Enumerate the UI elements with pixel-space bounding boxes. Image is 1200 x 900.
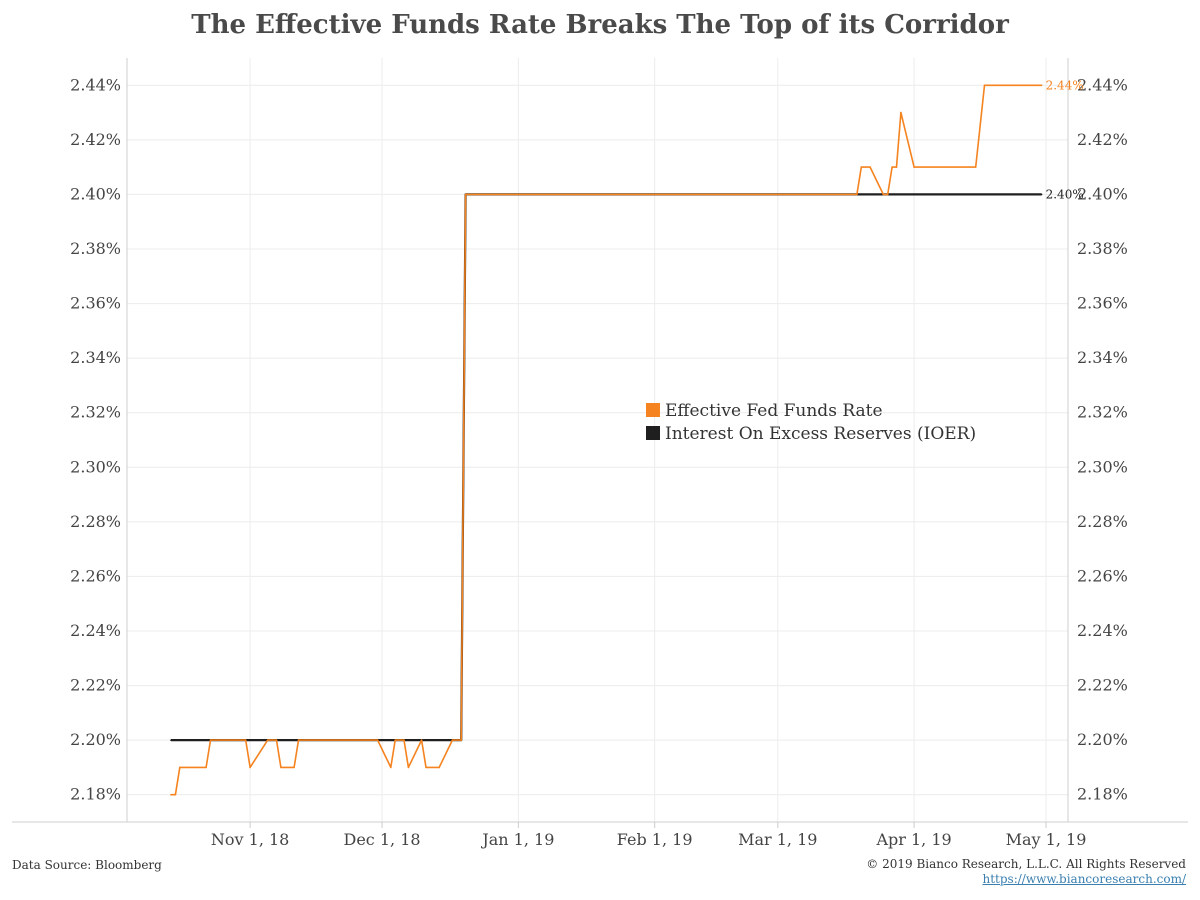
data-point-ioer bbox=[170, 739, 172, 741]
gridlines bbox=[127, 58, 1068, 822]
series-lines bbox=[170, 84, 1043, 796]
data-point-effr bbox=[407, 766, 410, 769]
y-tick-label-right: 2.28% bbox=[1077, 512, 1128, 531]
y-tick-label-left: 2.42% bbox=[70, 130, 121, 149]
legend: Effective Fed Funds Rate Interest On Exc… bbox=[646, 401, 976, 444]
data-point-effr bbox=[420, 739, 423, 741]
y-tick-label-left: 2.32% bbox=[70, 403, 121, 422]
x-tick-label: Jan 1, 19 bbox=[480, 830, 554, 849]
y-tick-label-right: 2.18% bbox=[1077, 785, 1128, 804]
y-tick-label-left: 2.38% bbox=[70, 239, 121, 258]
y-tick-label-right: 2.38% bbox=[1077, 239, 1128, 258]
y-axis-right-ticks: 2.18% 2.20% 2.22% 2.24% 2.26% 2.28% 2.30% 2.32%… bbox=[1077, 75, 1128, 803]
y-tick-label-left: 2.24% bbox=[70, 621, 121, 640]
website-link[interactable]: https://www.biancoresearch.com/ bbox=[982, 872, 1186, 886]
data-point-effr bbox=[266, 739, 269, 741]
y-tick-label-right: 2.22% bbox=[1077, 676, 1128, 695]
data-point-effr bbox=[376, 739, 379, 741]
y-tick-label-left: 2.36% bbox=[70, 294, 121, 313]
x-tick-label: Apr 1, 19 bbox=[875, 830, 951, 849]
x-tick-label: Nov 1, 18 bbox=[211, 830, 289, 849]
y-tick-label-right: 2.30% bbox=[1077, 457, 1128, 476]
data-point-effr bbox=[860, 166, 863, 168]
data-point-effr bbox=[280, 766, 282, 769]
source-note: Data Source: Bloomberg bbox=[12, 858, 162, 872]
data-point-effr bbox=[390, 766, 392, 769]
y-tick-label-left: 2.34% bbox=[70, 348, 121, 367]
data-point-effr bbox=[856, 193, 858, 196]
data-point-effr bbox=[178, 766, 181, 769]
data-point-effr bbox=[464, 193, 467, 196]
legend-swatch-ioer bbox=[646, 426, 660, 440]
data-point-effr bbox=[983, 84, 986, 87]
data-point-effr bbox=[293, 766, 295, 769]
data-point-effr bbox=[275, 739, 278, 741]
y-tick-label-right: 2.34% bbox=[1077, 348, 1128, 367]
data-point-effr bbox=[244, 739, 247, 741]
x-axis-ticks: Nov 1, 18 Dec 1, 18 Jan 1, 19 Feb 1, 19 Mar … bbox=[211, 822, 1087, 849]
data-point-effr bbox=[403, 739, 405, 741]
data-point-effr bbox=[1040, 84, 1043, 87]
axes bbox=[12, 58, 1188, 823]
legend-label-ioer: Interest On Excess Reserves (IOER) bbox=[665, 424, 976, 444]
data-point-effr bbox=[900, 111, 902, 114]
x-tick-label: Feb 1, 19 bbox=[617, 830, 693, 849]
y-tick-label-right: 2.26% bbox=[1077, 566, 1128, 585]
data-point-effr bbox=[249, 766, 251, 769]
y-tick-label-right: 2.42% bbox=[1077, 130, 1128, 149]
data-point-effr bbox=[882, 193, 885, 196]
y-tick-label-right: 2.24% bbox=[1077, 621, 1128, 640]
data-point-effr bbox=[209, 739, 212, 741]
y-tick-label-right: 2.44% bbox=[1077, 75, 1128, 94]
y-tick-label-left: 2.40% bbox=[70, 184, 121, 203]
y-tick-label-left: 2.18% bbox=[70, 785, 121, 804]
y-tick-label-left: 2.20% bbox=[70, 730, 121, 749]
series-end-labels: 2.40% 2.44% bbox=[1046, 78, 1084, 201]
data-point-effr bbox=[974, 166, 977, 168]
data-point-effr bbox=[460, 739, 462, 741]
copyright-block: © 2019 Bianco Research, L.L.C. All Right… bbox=[866, 857, 1186, 887]
x-tick-label: May 1, 19 bbox=[1006, 830, 1087, 849]
y-tick-label-left: 2.44% bbox=[70, 75, 121, 94]
y-tick-label-left: 2.28% bbox=[70, 512, 121, 531]
legend-swatch-effr bbox=[646, 403, 660, 417]
data-point-effr bbox=[886, 193, 889, 196]
data-point-effr bbox=[895, 166, 898, 168]
end-label-ioer: 2.40% bbox=[1046, 187, 1084, 201]
x-tick-label: Mar 1, 19 bbox=[738, 830, 817, 849]
y-axis-left-ticks: 2.18% 2.20% 2.22% 2.24% 2.26% 2.28% 2.30% 2.32%… bbox=[70, 75, 121, 803]
y-tick-label-left: 2.30% bbox=[70, 457, 121, 476]
data-point-effr bbox=[297, 739, 300, 741]
y-tick-label-left: 2.26% bbox=[70, 566, 121, 585]
legend-label-effr: Effective Fed Funds Rate bbox=[665, 401, 883, 421]
copyright-text: © 2019 Bianco Research, L.L.C. All Right… bbox=[866, 857, 1186, 871]
data-point-effr bbox=[425, 766, 427, 769]
data-point-effr bbox=[438, 766, 441, 769]
y-tick-label-right: 2.20% bbox=[1077, 730, 1128, 749]
y-tick-label-right: 2.32% bbox=[1077, 403, 1128, 422]
data-point-effr bbox=[174, 793, 177, 796]
data-point-effr bbox=[451, 739, 454, 741]
data-point-effr bbox=[205, 766, 207, 769]
y-tick-label-right: 2.36% bbox=[1077, 294, 1128, 313]
data-point-effr bbox=[869, 166, 871, 168]
end-label-effr: 2.44% bbox=[1046, 78, 1084, 92]
data-point-effr bbox=[891, 166, 893, 168]
y-tick-label-left: 2.22% bbox=[70, 676, 121, 695]
x-tick-label: Dec 1, 18 bbox=[344, 830, 421, 849]
data-point-effr bbox=[394, 739, 397, 741]
chart-title: The Effective Funds Rate Breaks The Top … bbox=[191, 10, 1009, 40]
data-point-effr bbox=[170, 793, 172, 796]
data-point-ioer bbox=[1040, 193, 1043, 196]
y-tick-label-right: 2.40% bbox=[1077, 184, 1128, 203]
data-point-effr bbox=[913, 166, 915, 168]
